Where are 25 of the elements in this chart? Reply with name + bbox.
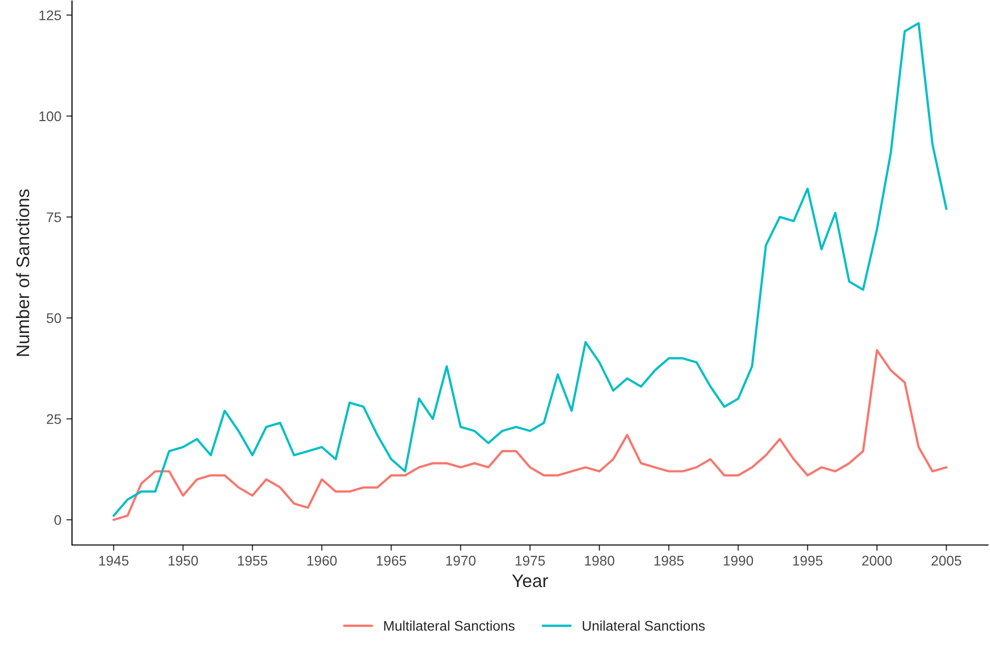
x-tick-label: 1950 (168, 556, 198, 566)
y-tick-label: 75 (46, 212, 62, 222)
x-tick-label: 2000 (862, 556, 892, 566)
x-tick-label: 1980 (585, 556, 614, 566)
x-tick-label: 1965 (376, 556, 406, 566)
x-tick-label: 1990 (724, 556, 754, 566)
x-tick-label: 1975 (516, 556, 545, 566)
x-tick-label: 1970 (446, 556, 476, 566)
x-tick-label: 1945 (99, 556, 129, 566)
x-tick-label: 1955 (238, 556, 268, 566)
x-tick-label: 2005 (932, 556, 962, 566)
y-tick-label: 125 (39, 10, 62, 20)
line-series (112, 22, 948, 517)
line-series (112, 349, 948, 521)
y-tick-label: 25 (46, 414, 62, 424)
x-tick-label: 1995 (793, 556, 822, 566)
y-tick-label: 100 (39, 111, 62, 122)
legend-label: Multilateral Sanctions (384, 620, 515, 631)
x-tick-label: 1985 (654, 556, 684, 566)
x-axis-title: Year (512, 574, 548, 588)
y-tick-label: 0 (54, 515, 62, 525)
legend-label: Unilateral Sanctions (582, 620, 705, 631)
y-axis-title: Number of Sanctions (16, 189, 30, 356)
x-tick-label: 1960 (307, 556, 337, 566)
y-tick-label: 50 (46, 313, 62, 324)
